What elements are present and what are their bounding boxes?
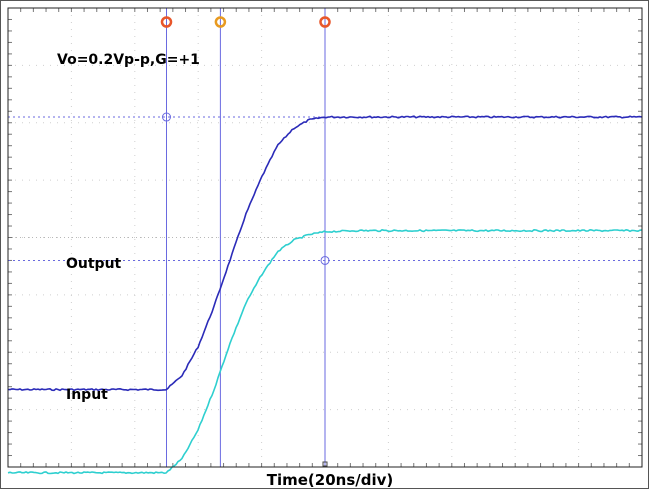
series-label-input: Input (66, 387, 108, 403)
vertical-cursors (160, 8, 331, 467)
cursor-marker-icon (160, 16, 173, 28)
traces (7, 115, 643, 475)
cursor-marker-icon (214, 16, 227, 28)
x-axis-label: Time(20ns/div) (267, 471, 394, 489)
series-label-output: Output (66, 256, 122, 272)
cursor-marker-icon (319, 16, 331, 28)
intersection-marker-icon (162, 112, 171, 122)
ground-reference-icon (322, 461, 328, 467)
trace-input (7, 229, 643, 475)
plot-frame (7, 7, 643, 468)
intersection-marker-icon (320, 255, 330, 265)
chart-title: Vo=0.2Vp-p,G=+1 (57, 52, 200, 68)
trace-output (7, 115, 643, 392)
